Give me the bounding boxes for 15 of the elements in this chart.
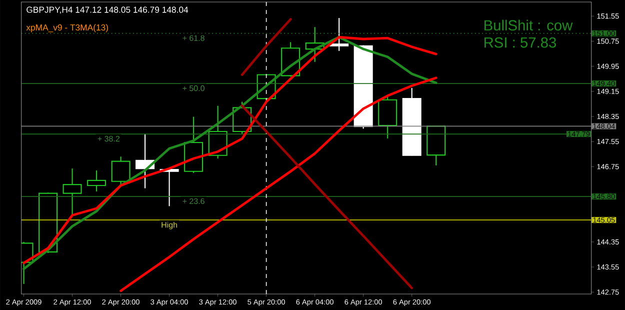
line-series <box>120 76 438 292</box>
annotation: High <box>162 222 178 230</box>
text: xpMA_v9 - T3MA(13) <box>26 24 108 32</box>
chart-title: GBPJPY,H4 147.12 148.05 146.79 148.04 <box>26 6 188 14</box>
candlestick <box>62 168 82 216</box>
candlestick <box>330 17 349 52</box>
line-series <box>240 104 414 290</box>
candlestick <box>111 156 130 186</box>
annotation: + 61.8 <box>182 35 204 41</box>
annotation: + 23.6 <box>182 198 204 204</box>
text: BullShit : cow <box>484 20 573 31</box>
candlestick <box>87 170 106 192</box>
text: RSI : 57.83 <box>484 37 556 48</box>
annotation: + 50.0 <box>182 85 204 92</box>
annotation: + 38.2 <box>98 136 120 142</box>
